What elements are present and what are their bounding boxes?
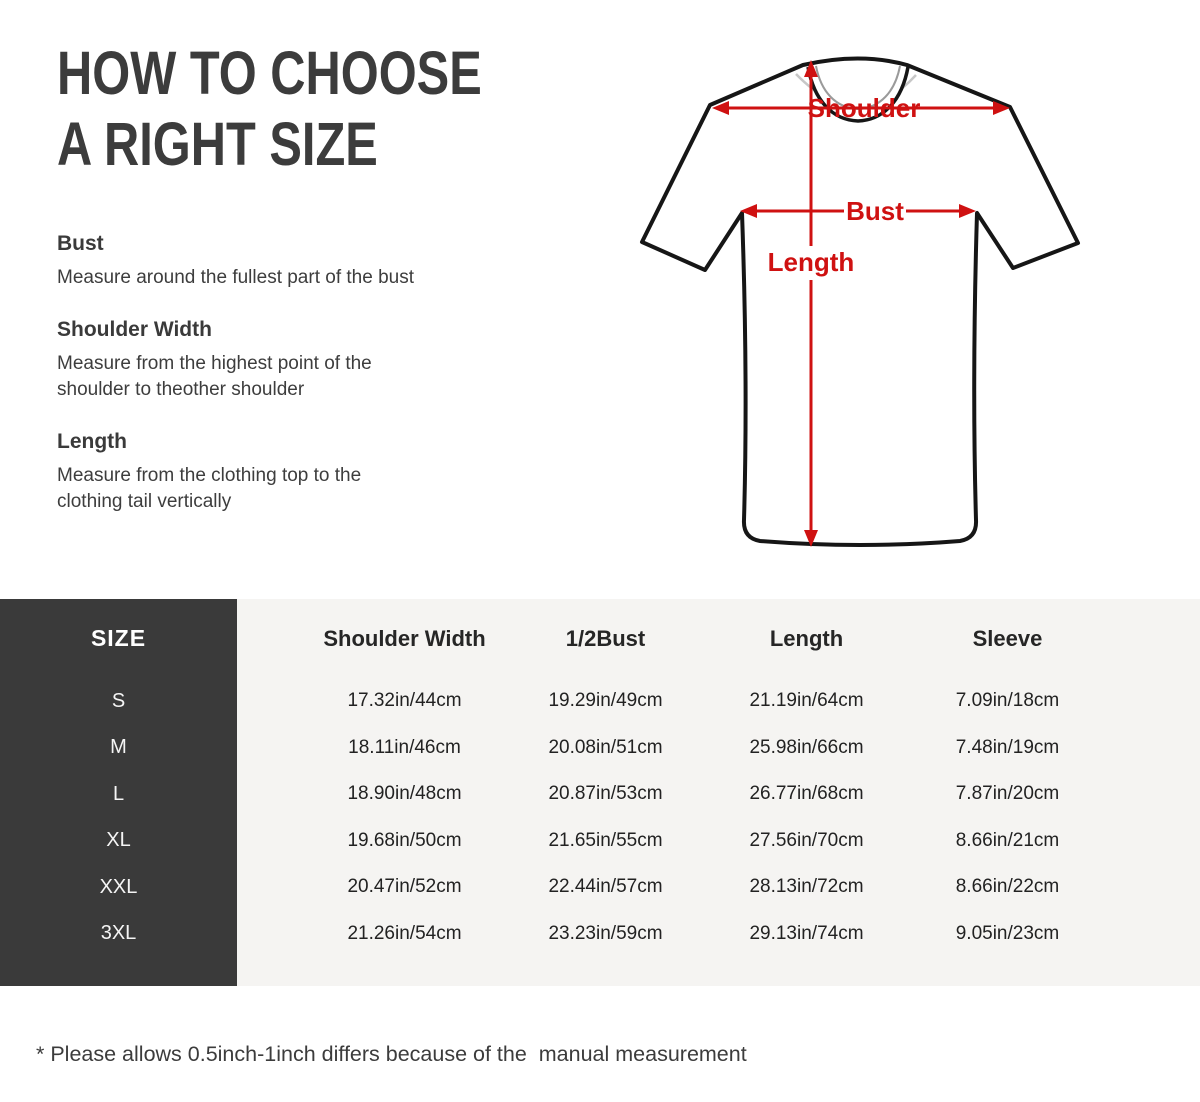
tshirt-measurement-diagram: Shoulder Bust Length bbox=[620, 40, 1200, 560]
col-header-size: SIZE bbox=[90, 625, 147, 651]
length-cell: 29.13in/74cm bbox=[749, 922, 864, 944]
sleeve-cell: 8.66in/22cm bbox=[955, 876, 1060, 898]
bust-arrow-label: Bust bbox=[846, 196, 904, 226]
half-bust-cell: 22.44in/57cm bbox=[548, 876, 663, 898]
table-row-xxl: XXL 20.47in/52cm 22.44in/57cm 28.13in/72… bbox=[0, 864, 1200, 911]
length-arrow-label: Length bbox=[768, 247, 855, 277]
bust-arrowhead-right bbox=[959, 204, 976, 218]
table-row-xl: XL 19.68in/50cm 21.65in/55cm 27.56in/70c… bbox=[0, 818, 1200, 865]
size-cell: XL bbox=[106, 829, 131, 852]
table-gap bbox=[237, 911, 304, 958]
page-title: HOW TO CHOOSE A RIGHT SIZE bbox=[57, 39, 482, 178]
length-cell: 26.77in/68cm bbox=[749, 783, 864, 805]
half-bust-cell: 23.23in/59cm bbox=[548, 922, 663, 944]
table-row-l: L 18.90in/48cm 20.87in/53cm 26.77in/68cm… bbox=[0, 771, 1200, 818]
length-arrowhead-bottom bbox=[804, 530, 818, 547]
length-cell: 25.98in/66cm bbox=[749, 736, 864, 758]
sleeve-cell: 9.05in/23cm bbox=[955, 922, 1060, 944]
instruction-shoulder-width: Shoulder Width Measure from the highest … bbox=[57, 316, 537, 403]
length-cell: 27.56in/70cm bbox=[749, 829, 864, 851]
col-header-shoulder-width: Shoulder Width bbox=[323, 625, 486, 651]
size-cell: S bbox=[111, 689, 126, 712]
length-cell: 21.19in/64cm bbox=[749, 690, 864, 712]
size-cell: 3XL bbox=[100, 922, 137, 945]
half-bust-cell: 20.87in/53cm bbox=[548, 783, 663, 805]
size-cell: M bbox=[110, 736, 127, 759]
length-arrowhead-top bbox=[804, 60, 818, 77]
table-gap bbox=[237, 599, 304, 678]
measurement-note: * Please allows 0.5inch-1inch differs be… bbox=[36, 1042, 747, 1066]
instruction-heading: Length bbox=[57, 430, 127, 453]
shoulder-arrowhead-left bbox=[712, 101, 729, 115]
half-bust-cell: 19.29in/49cm bbox=[548, 690, 663, 712]
instruction-text: Measure from the highest point of the sh… bbox=[57, 353, 372, 400]
instruction-length: Length Measure from the clothing top to … bbox=[57, 428, 537, 515]
col-header-sleeve: Sleeve bbox=[972, 625, 1043, 651]
tshirt-outline bbox=[640, 56, 1080, 547]
shoulder-width-cell: 19.68in/50cm bbox=[347, 829, 462, 851]
shoulder-width-cell: 18.90in/48cm bbox=[347, 783, 462, 805]
size-cell: XXL bbox=[99, 875, 138, 898]
shoulder-width-cell: 21.26in/54cm bbox=[347, 922, 462, 944]
tshirt-diagram-svg: Shoulder Bust Length bbox=[640, 56, 1080, 547]
half-bust-cell: 20.08in/51cm bbox=[548, 736, 663, 758]
table-gap bbox=[237, 678, 304, 725]
shoulder-arrowhead-right bbox=[993, 101, 1010, 115]
shoulder-arrow-label: Shoulder bbox=[808, 93, 921, 123]
sleeve-cell: 7.48in/19cm bbox=[955, 736, 1060, 758]
sleeve-cell: 7.09in/18cm bbox=[955, 690, 1060, 712]
sleeve-cell: 8.66in/21cm bbox=[955, 829, 1060, 851]
table-row-s: S 17.32in/44cm 19.29in/49cm 21.19in/64cm… bbox=[0, 678, 1200, 725]
instruction-heading: Shoulder Width bbox=[57, 318, 212, 341]
instruction-text: Measure around the fullest part of the b… bbox=[57, 267, 414, 288]
sleeve-cell: 7.87in/20cm bbox=[955, 783, 1060, 805]
size-cell: L bbox=[112, 782, 125, 805]
length-cell: 28.13in/72cm bbox=[749, 876, 864, 898]
bust-arrowhead-left bbox=[740, 204, 757, 218]
table-gap bbox=[237, 818, 304, 865]
half-bust-cell: 21.65in/55cm bbox=[548, 829, 663, 851]
table-gap bbox=[237, 864, 304, 911]
instruction-text: Measure from the clothing top to the clo… bbox=[57, 465, 362, 512]
col-header-length: Length bbox=[769, 625, 844, 651]
col-header-half-bust: 1/2Bust bbox=[565, 625, 646, 651]
table-row-m: M 18.11in/46cm 20.08in/51cm 25.98in/66cm… bbox=[0, 725, 1200, 772]
shoulder-width-cell: 18.11in/46cm bbox=[348, 736, 461, 758]
table-gap bbox=[237, 725, 304, 772]
size-table: SIZE Shoulder Width 1/2Bust Length Sleev… bbox=[0, 599, 1200, 986]
instruction-bust: Bust Measure around the fullest part of … bbox=[57, 230, 537, 291]
instruction-heading: Bust bbox=[57, 232, 104, 255]
shoulder-width-cell: 20.47in/52cm bbox=[347, 876, 462, 898]
table-row-3xl: 3XL 21.26in/54cm 23.23in/59cm 29.13in/74… bbox=[0, 911, 1200, 958]
measure-instructions: Bust Measure around the fullest part of … bbox=[57, 230, 537, 515]
shoulder-width-cell: 17.32in/44cm bbox=[347, 690, 462, 712]
table-gap bbox=[237, 771, 304, 818]
table-header-row: SIZE Shoulder Width 1/2Bust Length Sleev… bbox=[0, 599, 1200, 678]
